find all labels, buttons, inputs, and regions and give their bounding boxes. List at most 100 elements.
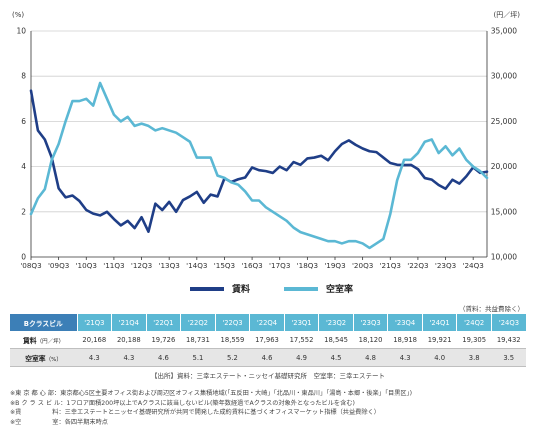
table-column-header: '22Q2	[180, 314, 216, 331]
table-row-label: 賃料（円／坪）	[10, 331, 78, 349]
y-right-tick-label: 30,000	[491, 72, 517, 81]
right-axis-unit: (円／坪)	[494, 11, 521, 19]
x-tick-label: '13Q3	[159, 261, 180, 270]
row-label-text: 賃料	[22, 336, 37, 345]
legend-item-vacancy: 空室率	[284, 282, 353, 295]
table-cell: 20,168	[77, 331, 112, 349]
axes	[30, 31, 488, 260]
table-cell: 19,921	[422, 331, 457, 349]
table-row-label: 空室率（%）	[10, 348, 78, 367]
table-cell: 19,432	[491, 331, 526, 349]
y-right-tick-label: 25,000	[491, 117, 517, 126]
legend-label-vacancy: 空室率	[326, 285, 354, 295]
table-cell: 3.8	[456, 348, 492, 367]
table-cell: 18,731	[180, 331, 216, 349]
legend-item-rent: 賃料	[190, 282, 250, 295]
x-tick-label: '23Q3	[435, 261, 456, 270]
x-tick-label: '18Q3	[297, 261, 318, 270]
footnote: ※東 京 都 心 部：東京都心5区主要オフィス街および周辺区オフィス集積地域(「…	[10, 390, 413, 397]
table-column-header: '23Q2	[318, 314, 354, 331]
legend: 賃料 空室率	[0, 282, 536, 298]
x-tick-label: '15Q3	[214, 261, 235, 270]
y-right-tick-label: 20,000	[491, 162, 517, 171]
table-cell: 4.8	[353, 348, 388, 367]
table-column-header: '22Q3	[214, 314, 250, 331]
y-left-tick-label: 0	[21, 253, 26, 262]
row-label-text: 空室率	[25, 354, 46, 363]
x-tick-label: '08Q3	[20, 261, 41, 270]
legend-swatch-vacancy	[284, 286, 318, 291]
table-column-header: '24Q2	[456, 314, 492, 331]
line-chart: (%) (円／坪) 0 2 4 6 8 10 10,000 15,000 20,000 25,00…	[12, 11, 521, 271]
y-right-tick-label: 10,000	[491, 253, 517, 262]
data-table: Bクラスビル '21Q3'21Q4'22Q1'22Q2'22Q3'22Q4'23…	[10, 314, 526, 367]
table-cell: 18,545	[318, 331, 354, 349]
y-left-tick-label: 8	[21, 72, 26, 81]
grid	[31, 30, 487, 213]
y-right-tick-label: 15,000	[491, 207, 517, 216]
table-cell: 4.3	[111, 348, 147, 367]
x-tick-label: '17Q3	[269, 261, 290, 270]
footnote: ※空 室：各四半期末時点	[10, 418, 108, 426]
y-left-tick-label: 6	[21, 117, 26, 126]
y-left-tick-label: 10	[16, 27, 26, 36]
footnote: ※賃 料：三幸エステートとニッセイ基礎研究所が共同で開発した成約賃料に基づくオフ…	[10, 409, 380, 416]
x-tick-label: '16Q3	[241, 261, 262, 270]
table-cell: 20,188	[111, 331, 147, 349]
row-label-unit: （%）	[45, 356, 62, 363]
series-line-rent	[29, 89, 489, 233]
table-cell: 19,305	[456, 331, 492, 349]
table-column-header: '23Q3	[352, 314, 388, 331]
table-column-header: '21Q3	[76, 314, 112, 331]
source-note-top: （賃料：共益費除く）	[459, 305, 524, 313]
y-left-tick-label: 4	[21, 162, 26, 171]
table-column-header: '22Q1	[145, 314, 181, 331]
y-left-tick-label: 2	[21, 207, 26, 216]
table-row: 空室率（%） 4.3 4.3 4.6 5.1 5.2 4.6 4.9 4.5 4.8 4.3 4.0 3…	[10, 348, 526, 367]
x-tick-label: '12Q3	[131, 261, 152, 270]
table-cell: 5.2	[215, 348, 250, 367]
table-cell: 4.3	[77, 348, 112, 367]
table-cell: 4.6	[146, 348, 181, 367]
x-tick-label: '21Q3	[380, 261, 401, 270]
y-right-tick-label: 35,000	[491, 27, 517, 36]
x-tick-label: '09Q3	[48, 261, 69, 270]
table-cell: 17,552	[284, 331, 319, 349]
series-group	[29, 81, 489, 250]
x-tick-label: '24Q3	[463, 261, 484, 270]
table-header-row: Bクラスビル '21Q3'21Q4'22Q1'22Q2'22Q3'22Q4'23…	[10, 314, 526, 331]
table-row: 賃料（円／坪） 20,168 20,188 19,726 18,731 18,559 17,…	[10, 331, 526, 349]
table-column-header: '23Q1	[283, 314, 319, 331]
source-note-bottom: 【出所】資料：三幸エステート・ニッセイ基礎研究所 空室率：三幸エステート	[151, 372, 385, 380]
table-cell: 18,918	[387, 331, 423, 349]
footnotes: ※東 京 都 心 部：東京都心5区主要オフィス街および周辺区オフィス集積地域(「…	[10, 389, 530, 427]
tick-labels: 0 2 4 6 8 10 10,000 15,000 20,000 25,000 30,000 35,…	[16, 27, 517, 271]
table-cell: 4.6	[249, 348, 285, 367]
x-tick-label: '14Q3	[186, 261, 207, 270]
table-cell: 17,963	[249, 331, 285, 349]
left-axis-unit: (%)	[12, 11, 24, 19]
table-cell: 4.9	[284, 348, 319, 367]
table-cell: 5.1	[180, 348, 216, 367]
x-tick-label: '22Q3	[407, 261, 428, 270]
row-label-unit: （円／坪）	[36, 338, 65, 345]
legend-label-rent: 賃料	[232, 285, 251, 295]
table-cell: 18,559	[215, 331, 250, 349]
x-tick-label: '20Q3	[352, 261, 373, 270]
table-cell: 4.5	[318, 348, 354, 367]
footnote: ※B ク ラ ス ビ ル：1フロア面積200坪以上でAクラスに該当しないビル(築…	[10, 399, 355, 407]
x-tick-label: '11Q3	[103, 261, 124, 270]
table-column-header: '24Q3	[490, 314, 526, 331]
table-column-header: '23Q4	[387, 314, 423, 331]
legend-swatch-rent	[190, 286, 224, 291]
x-tick-label: '19Q3	[324, 261, 345, 270]
x-tick-label: '10Q3	[76, 261, 97, 270]
table-column-header: '24Q1	[421, 314, 457, 331]
table-column-header: '22Q4	[249, 314, 285, 331]
table-cell: 19,726	[146, 331, 181, 349]
table-cell: 4.3	[387, 348, 423, 367]
table-header-label: Bクラスビル	[10, 314, 78, 331]
table-column-header: '21Q4	[111, 314, 147, 331]
table-cell: 3.5	[491, 348, 526, 367]
table-cell: 18,120	[353, 331, 388, 349]
